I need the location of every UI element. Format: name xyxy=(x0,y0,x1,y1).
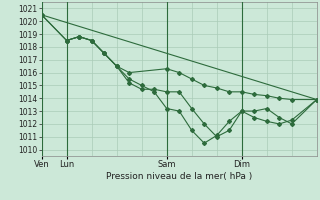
X-axis label: Pression niveau de la mer( hPa ): Pression niveau de la mer( hPa ) xyxy=(106,172,252,181)
